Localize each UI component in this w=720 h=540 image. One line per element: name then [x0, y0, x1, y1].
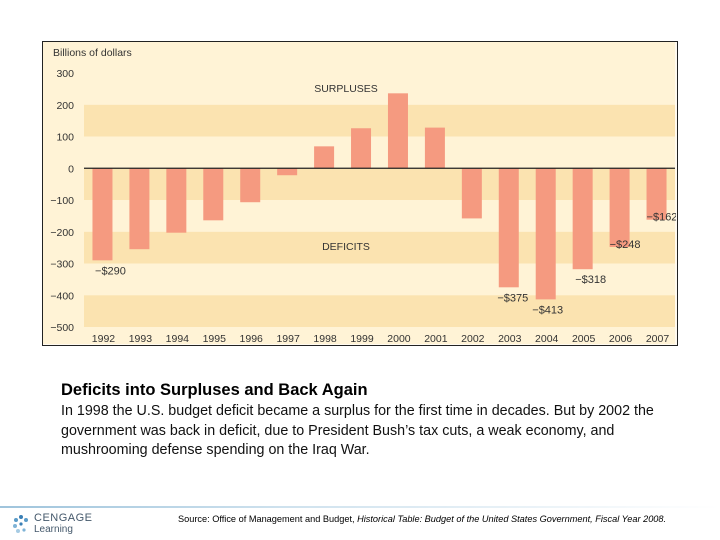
caption-title: Deficits into Surpluses and Back Again: [61, 381, 368, 399]
data-label-1992: −$290: [95, 265, 126, 277]
grid-band: [84, 104, 675, 137]
x-tick-label: 2007: [646, 333, 670, 344]
bar-2003: [498, 168, 519, 288]
x-tick-label: 2006: [609, 333, 633, 344]
bar-2002: [461, 168, 482, 219]
bar-2000: [387, 93, 408, 169]
category-label-area: [84, 327, 675, 344]
x-tick-label: 1998: [313, 333, 337, 344]
footer-divider: [0, 506, 720, 508]
x-tick-label: 1997: [276, 333, 300, 344]
grid-band: [84, 136, 675, 169]
grid-band: [84, 73, 675, 105]
bar-1994: [166, 168, 187, 233]
data-label-2005: −$318: [575, 274, 606, 286]
bar-2007: [646, 168, 667, 220]
cengage-dots-icon: [13, 515, 28, 533]
logo-line1: CENGAGE: [34, 512, 93, 524]
bar-1998: [314, 146, 335, 169]
y-tick-label: −200: [50, 227, 74, 239]
x-tick-label: 1993: [129, 333, 153, 344]
y-tick-label: −500: [50, 322, 74, 334]
y-tick-label: 300: [56, 68, 74, 80]
bar-1996: [240, 168, 261, 203]
header-area: [84, 42, 675, 73]
bar-2005: [572, 168, 593, 270]
y-tick-label: 0: [68, 163, 74, 175]
chart-frame: Billions of dollars 300 200 100 0 −100 −200 −30…: [42, 41, 678, 346]
x-tick-label: 2002: [461, 333, 485, 344]
bar-2004: [535, 168, 556, 300]
x-tick-label: 2005: [572, 333, 596, 344]
bar-1992: [92, 168, 113, 261]
bar-1997: [277, 168, 298, 176]
data-label-2006: −$248: [610, 239, 641, 251]
source-prefix: Source: Office of Management and Budget,: [178, 514, 358, 524]
data-label-2004: −$413: [532, 304, 563, 316]
data-label-2007: −$162: [647, 212, 676, 224]
annotation-deficits: DEFICITS: [322, 241, 370, 253]
x-tick-label: 1992: [92, 333, 116, 344]
bar-2001: [424, 127, 445, 169]
y-tick-label: −300: [50, 259, 74, 271]
y-tick-label: 200: [56, 100, 74, 112]
x-tick-label: 2003: [498, 333, 522, 344]
cengage-logo: CENGAGE Learning: [12, 513, 93, 535]
x-tick-label: 1999: [350, 333, 374, 344]
x-tick-label: 2004: [535, 333, 559, 344]
x-tick-label: 1995: [203, 333, 227, 344]
bar-1993: [129, 168, 150, 250]
y-tick-label: −400: [50, 290, 74, 302]
x-tick-label: 2001: [424, 333, 448, 344]
bar-1999: [351, 128, 372, 169]
x-tick-label: 1994: [166, 333, 190, 344]
bar-2006: [609, 168, 630, 247]
x-tick-label: 2000: [387, 333, 411, 344]
y-tick-label: −100: [50, 195, 74, 207]
deficit-bar-chart: Billions of dollars 300 200 100 0 −100 −200 −30…: [43, 42, 676, 344]
source-note: Source: Office of Management and Budget,…: [178, 514, 666, 524]
logo-line2: Learning: [34, 524, 73, 535]
x-tick-label: 1996: [240, 333, 264, 344]
source-title: Historical Table: Budget of the United S…: [357, 514, 667, 524]
y-tick-label: 100: [56, 132, 74, 144]
caption-body: In 1998 the U.S. budget deficit became a…: [61, 403, 654, 458]
annotation-surpluses: SURPLUSES: [314, 83, 378, 95]
y-axis-label: Billions of dollars: [53, 47, 132, 59]
data-label-2003: −$375: [497, 292, 528, 304]
bar-1995: [203, 168, 224, 221]
grid-band: [84, 295, 675, 327]
axis-label-area: [43, 42, 84, 344]
